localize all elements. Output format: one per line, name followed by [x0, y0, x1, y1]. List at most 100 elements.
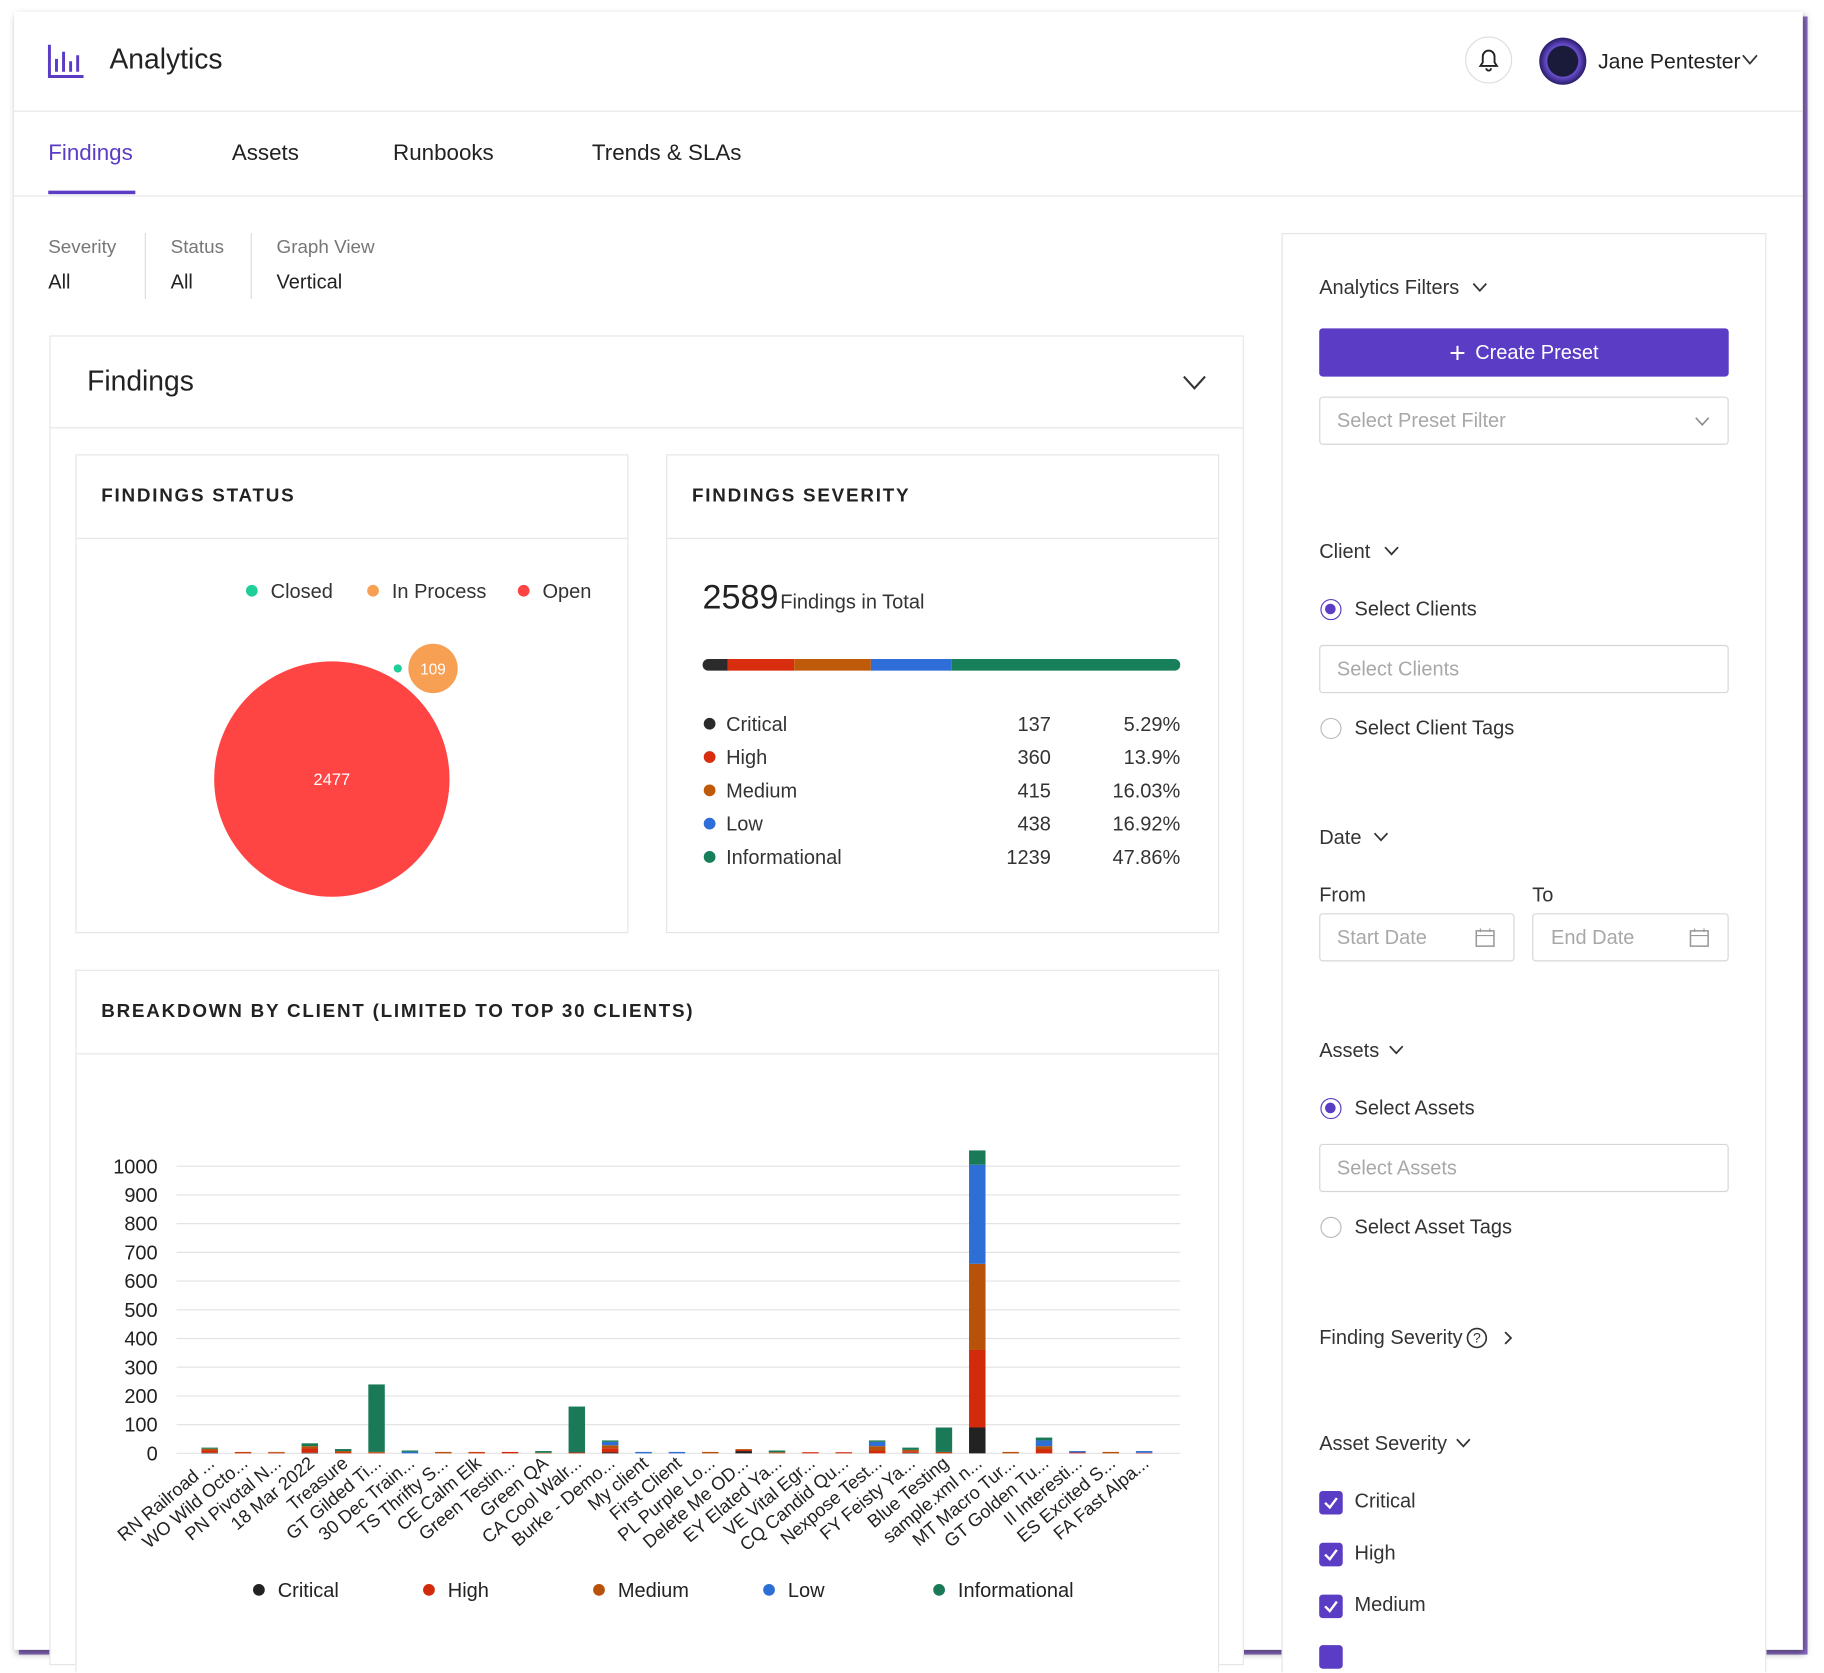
bar-segment — [902, 1451, 919, 1453]
assets-input[interactable]: Select Assets — [1319, 1143, 1729, 1193]
radio-label[interactable]: Select Clients — [1354, 597, 1477, 621]
bar-segment — [835, 1452, 853, 1454]
bar-segment — [702, 1451, 719, 1454]
severity-count: 137 — [1018, 714, 1051, 736]
tab[interactable]: Findings — [48, 141, 133, 166]
placeholder: Select Clients — [1336, 657, 1460, 681]
bar-segment — [1035, 1446, 1053, 1450]
y-tick-label: 1000 — [113, 1156, 158, 1178]
legend-swatch — [517, 584, 530, 597]
y-tick-label: 0 — [147, 1443, 158, 1465]
preset-select[interactable]: Select Preset Filter — [1319, 396, 1729, 445]
bar-segment — [301, 1446, 319, 1449]
bar-segment — [301, 1448, 319, 1453]
y-tick-label: 400 — [124, 1329, 157, 1351]
legend-swatch — [245, 584, 258, 597]
radio-selected[interactable] — [1320, 1097, 1342, 1120]
bar-segment — [935, 1427, 953, 1452]
y-tick-label: 900 — [124, 1185, 157, 1207]
tab[interactable]: Runbooks — [393, 141, 494, 166]
placeholder: End Date — [1551, 926, 1635, 949]
row-swatch — [703, 784, 716, 797]
row-swatch — [703, 751, 716, 763]
radio[interactable] — [1320, 1216, 1342, 1238]
collapse-chevron[interactable] — [1183, 375, 1207, 390]
checkbox-label[interactable]: Medium — [1354, 1593, 1426, 1616]
clients-input[interactable]: Select Clients — [1319, 644, 1729, 694]
checkbox-label[interactable]: High — [1354, 1541, 1396, 1564]
severity-percent: 47.86% — [1112, 847, 1180, 869]
panel-title: Findings — [87, 365, 194, 398]
start-date-input[interactable]: Start Date — [1319, 913, 1515, 962]
active-tab-indicator — [48, 190, 136, 195]
bar-segment — [268, 1451, 285, 1453]
chevron — [1695, 417, 1710, 426]
bar-segment — [635, 1451, 652, 1454]
legend-swatch — [593, 1583, 605, 1596]
checkbox[interactable] — [1319, 1491, 1343, 1515]
legend-label: In Process — [392, 581, 486, 603]
severity-count: 438 — [1018, 814, 1051, 836]
radio[interactable] — [1320, 717, 1342, 740]
chevron[interactable] — [1456, 1438, 1471, 1449]
user-menu-chevron[interactable] — [1742, 54, 1758, 66]
checkbox[interactable] — [1319, 1542, 1343, 1567]
severity-card — [666, 454, 1220, 934]
bar-segment — [201, 1450, 218, 1453]
bar-segment — [768, 1450, 786, 1453]
user-name[interactable]: Jane Pentester — [1598, 49, 1741, 73]
help-and-expand-icons[interactable]: ? — [1464, 1325, 1520, 1351]
bar-segment — [334, 1452, 352, 1454]
card-title: FINDINGS STATUS — [101, 486, 296, 507]
radio-label[interactable]: Select Assets — [1354, 1096, 1475, 1120]
severity-name: Informational — [726, 847, 842, 869]
tab[interactable]: Assets — [231, 141, 299, 166]
chevron[interactable] — [1384, 546, 1399, 557]
bar-segment — [1069, 1452, 1086, 1454]
severity-segment — [794, 659, 871, 671]
filter-label: Status — [170, 237, 225, 258]
breakdown-card — [75, 969, 1220, 1673]
bar-segment — [868, 1446, 886, 1451]
chevron[interactable] — [1373, 832, 1389, 843]
bar-segment — [902, 1452, 919, 1454]
bar-segment — [969, 1349, 986, 1428]
card-divider — [75, 1053, 1220, 1055]
checkbox-label[interactable]: Critical — [1354, 1489, 1416, 1513]
bar-segment — [735, 1449, 752, 1450]
bubble — [393, 664, 402, 673]
total-label: Findings in Total — [780, 590, 925, 614]
notification-button[interactable] — [1465, 36, 1513, 84]
legend-swatch — [367, 584, 379, 597]
placeholder: Select Preset Filter — [1336, 409, 1506, 432]
bubble-label: 2477 — [314, 771, 351, 789]
section-label: Asset Severity — [1319, 1432, 1448, 1455]
bar-segment — [601, 1445, 619, 1449]
chevron[interactable] — [1472, 282, 1487, 293]
tab[interactable]: Trends & SLAs — [591, 141, 742, 166]
bar-segment — [1035, 1440, 1053, 1447]
bar-segment — [601, 1441, 619, 1446]
radio-label[interactable]: Select Client Tags — [1354, 716, 1515, 740]
avatar[interactable] — [1539, 37, 1587, 85]
end-date-input[interactable]: End Date — [1532, 913, 1729, 962]
chevron[interactable] — [1389, 1045, 1404, 1056]
filter-label: Severity — [48, 237, 117, 258]
checkbox[interactable] — [1319, 1645, 1343, 1669]
radio-selected[interactable] — [1320, 598, 1342, 621]
bar-segment — [268, 1452, 285, 1454]
app-title: Analytics — [109, 43, 223, 76]
card-divider — [75, 537, 629, 539]
severity-bar — [702, 659, 1181, 671]
bar-segment — [301, 1443, 319, 1447]
bar-segment — [601, 1448, 619, 1453]
y-tick-label: 800 — [124, 1214, 157, 1236]
placeholder: Select Assets — [1336, 1156, 1457, 1180]
bar-segment — [935, 1451, 953, 1453]
card-title: FINDINGS SEVERITY — [691, 486, 911, 507]
radio-label[interactable]: Select Asset Tags — [1354, 1215, 1513, 1238]
checkbox[interactable] — [1319, 1594, 1343, 1619]
create-preset-button[interactable]: + Create Preset — [1319, 328, 1729, 377]
svg-text:?: ? — [1473, 1330, 1481, 1346]
section-label: Date — [1319, 826, 1362, 849]
